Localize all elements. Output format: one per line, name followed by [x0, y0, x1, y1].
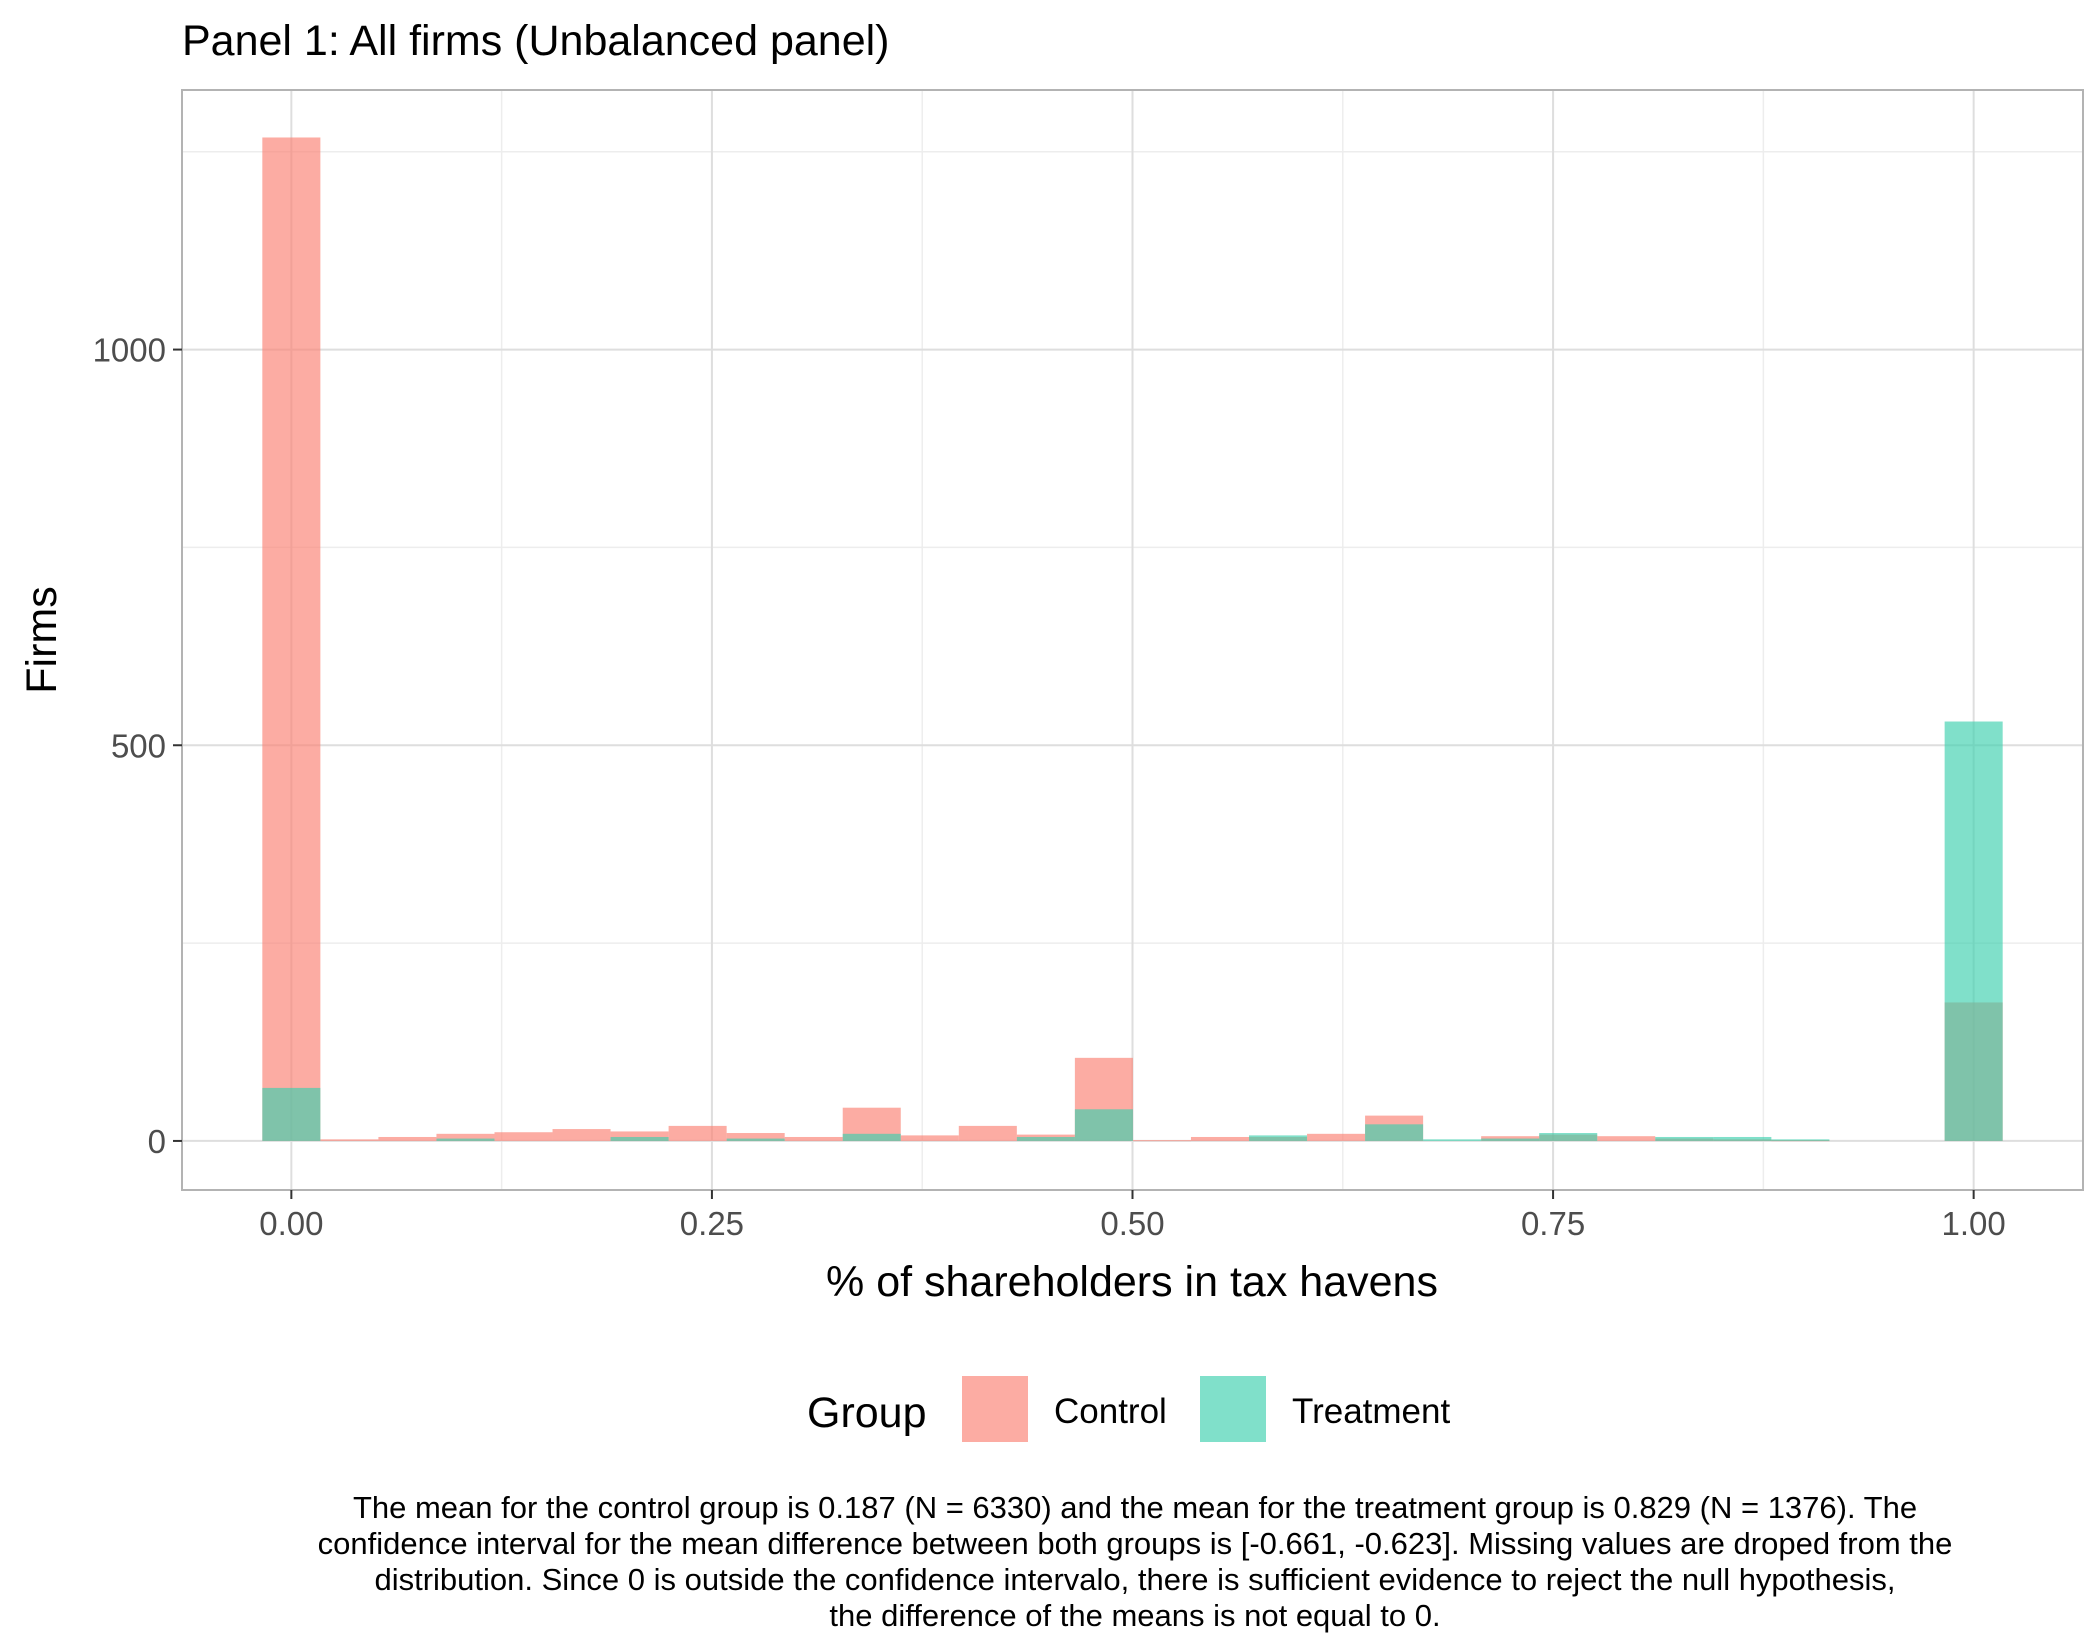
caption-line: confidence interval for the mean differe…	[317, 1526, 1953, 1561]
bar-treatment	[1771, 1139, 1830, 1141]
legend-swatch-control	[962, 1376, 1028, 1442]
legend-label-control: Control	[1054, 1392, 1167, 1431]
bar-control	[958, 1125, 1017, 1141]
y-axis-title: Firms	[18, 586, 66, 693]
bar-treatment	[842, 1133, 901, 1141]
chart-caption: The mean for the control group is 0.187 …	[150, 1490, 2100, 1634]
y-tick-label: 1000	[93, 332, 166, 369]
bar-control	[726, 1133, 785, 1141]
bar-control	[610, 1131, 669, 1141]
bar-control	[900, 1135, 959, 1141]
caption-line: The mean for the control group is 0.187 …	[352, 1490, 1918, 1525]
x-tick-label: 0.75	[1521, 1205, 1585, 1242]
x-tick-label: 1.00	[1942, 1205, 2006, 1242]
bar-control	[1190, 1136, 1249, 1141]
bar-treatment	[436, 1138, 495, 1141]
bar-control	[320, 1139, 379, 1141]
x-tick-label: 0.50	[1100, 1205, 1164, 1242]
x-tick-label: 0.00	[259, 1205, 323, 1242]
bar-treatment	[262, 1087, 321, 1141]
bar-treatment	[1655, 1136, 1714, 1141]
bar-control	[1597, 1136, 1656, 1141]
bar-treatment	[726, 1138, 785, 1141]
bar-treatment	[1944, 721, 2003, 1141]
bar-treatment	[1539, 1133, 1598, 1141]
bar-treatment	[1016, 1136, 1075, 1141]
bar-control	[378, 1136, 437, 1141]
bar-control	[436, 1133, 495, 1141]
bar-control	[1481, 1136, 1540, 1141]
bar-control	[552, 1129, 611, 1141]
x-axis-title: % of shareholders in tax havens	[826, 1258, 1438, 1306]
bar-control	[262, 137, 321, 1141]
bar-treatment	[1481, 1138, 1540, 1141]
bar-control	[494, 1132, 553, 1141]
bar-treatment	[1365, 1124, 1424, 1141]
x-axis-ticks: 0.00 0.25 0.50 0.75 1.00	[259, 1190, 2006, 1242]
bar-treatment	[1248, 1135, 1308, 1141]
y-axis-ticks: 0 500 1000	[93, 332, 182, 1160]
caption-line: distribution. Since 0 is outside the con…	[374, 1562, 1896, 1597]
bar-control	[784, 1136, 843, 1141]
bar-treatment	[1074, 1109, 1133, 1141]
caption-line: the difference of the means is not equal…	[829, 1598, 1441, 1633]
legend-label-treatment: Treatment	[1292, 1392, 1450, 1431]
chart-title: Panel 1: All firms (Unbalanced panel)	[182, 17, 889, 65]
legend-swatch-treatment	[1200, 1376, 1266, 1442]
bar-treatment	[1423, 1139, 1482, 1141]
y-tick-label: 500	[111, 727, 166, 764]
bar-control	[1307, 1133, 1366, 1141]
bar-control	[668, 1125, 727, 1141]
y-tick-label: 0	[148, 1123, 166, 1160]
bar-treatment	[1713, 1136, 1772, 1141]
legend-title: Group	[807, 1389, 927, 1437]
bar-control	[1132, 1140, 1191, 1142]
x-tick-label: 0.25	[680, 1205, 744, 1242]
bars	[262, 137, 2003, 1142]
bar-treatment	[610, 1136, 669, 1141]
legend: Group Control Treatment	[807, 1376, 1450, 1442]
